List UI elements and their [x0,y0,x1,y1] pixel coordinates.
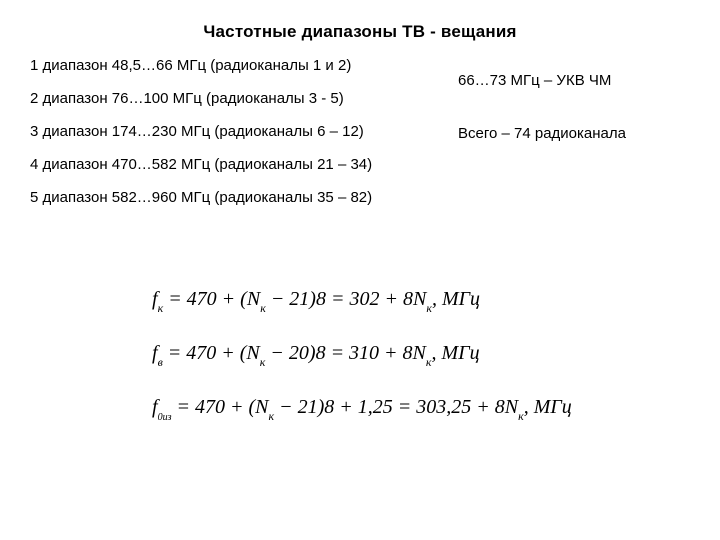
f2-seg2: − 20)8 = 310 + 8N [265,342,426,364]
f3-seg3: , МГц [524,396,572,418]
left-band-list: 1 диапазон 48,5…66 МГц (радиоканалы 1 и … [30,58,372,223]
slide: Частотные диапазоны ТВ - вещания 1 диапа… [0,0,720,540]
f1-seg3: , МГц [432,288,480,310]
band-row-4: 4 диапазон 470…582 МГц (радиоканалы 21 –… [30,157,372,172]
right-notes: 66…73 МГц – УКВ ЧМ Всего – 74 радиоканал… [458,72,626,142]
f1-lhs-sym: f [152,288,158,310]
f3-inner-sub: к [268,409,274,423]
f3-seg2: − 21)8 + 1,25 = 303,25 + 8N [274,396,518,418]
f2-inner-sub: к [260,355,266,369]
f1-seg2: − 21)8 = 302 + 8N [266,288,427,310]
f3-seg1: = 470 + (N [171,396,268,418]
f2-lhs-sub: в [158,355,163,369]
f3-tail-sub: к [518,409,524,423]
f2-seg1: = 470 + (N [163,342,260,364]
f2-lhs-sym: f [152,342,158,364]
total-channels-note: Всего – 74 радиоканала [458,125,626,142]
band-row-3: 3 диапазон 174…230 МГц (радиоканалы 6 – … [30,124,372,139]
f2-tail-sub: к [426,355,432,369]
f2-seg3: , МГц [432,342,480,364]
formula-row-3: f0из = 470 + (Nк − 21)8 + 1,25 = 303,25 … [152,396,572,422]
formula-row-1: fк = 470 + (Nк − 21)8 = 302 + 8Nк, МГц [152,288,572,314]
formula-block: fк = 470 + (Nк − 21)8 = 302 + 8Nк, МГц f… [152,288,572,450]
f1-tail-sub: к [426,301,432,315]
f3-lhs-sym: f [152,396,158,418]
f1-lhs-sub: к [158,301,164,315]
band-row-5: 5 диапазон 582…960 МГц (радиоканалы 35 –… [30,190,372,205]
formula-row-2: fв = 470 + (Nк − 20)8 = 310 + 8Nк, МГц [152,342,572,368]
ukv-fm-note: 66…73 МГц – УКВ ЧМ [458,72,626,89]
page-title: Частотные диапазоны ТВ - вещания [0,22,720,42]
f1-seg1: = 470 + (N [163,288,260,310]
f1-inner-sub: к [260,301,266,315]
f3-lhs-sub: 0из [158,412,172,423]
band-row-2: 2 диапазон 76…100 МГц (радиоканалы 3 - 5… [30,91,372,106]
band-row-1: 1 диапазон 48,5…66 МГц (радиоканалы 1 и … [30,58,372,73]
